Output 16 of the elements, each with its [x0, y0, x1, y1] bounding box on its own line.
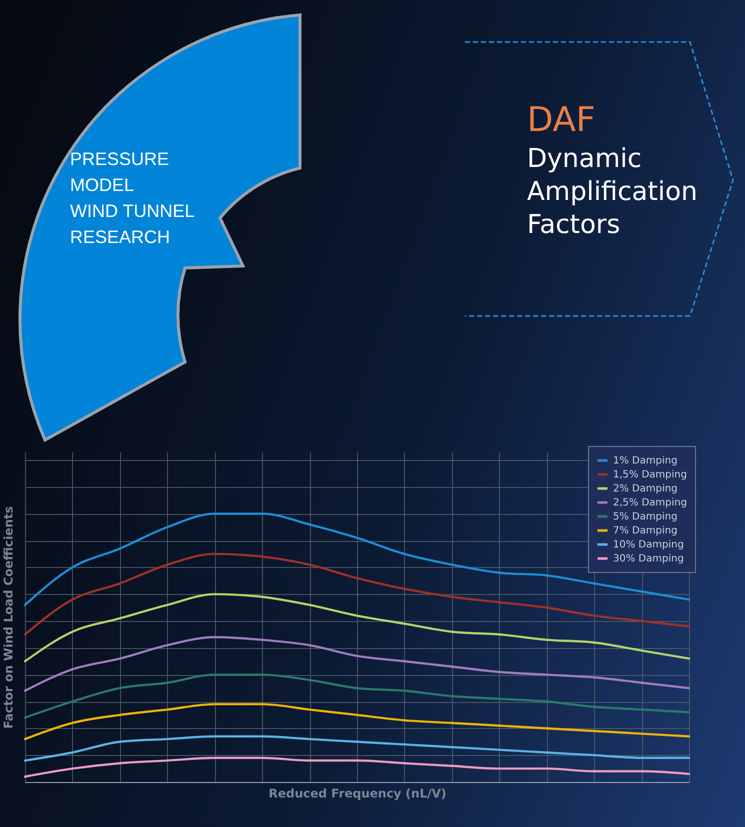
legend-label: 2,5% Damping [613, 498, 687, 508]
x-axis-title: Reduced Frequency (nL/V) [268, 786, 446, 800]
text: PRESSURE [70, 148, 170, 171]
text: RESEARCH [70, 226, 172, 249]
legend-label: 30% Damping [613, 554, 684, 564]
text: WIND TUNNEL [70, 200, 196, 223]
legend-label: 10% Damping [613, 540, 684, 550]
y-axis-title: Factor on Wind Load Coefficients [2, 506, 16, 729]
chart-subtitle: Dynamic Amplification Factors [527, 143, 698, 242]
legend-label: 7% Damping [613, 526, 678, 536]
text: MODEL [70, 174, 136, 197]
chart-title: DAF [527, 100, 596, 140]
legend-label: 5% Damping [613, 512, 678, 522]
legend-label: 2% Damping [613, 484, 678, 494]
legend-label: 1,5% Damping [613, 470, 687, 480]
legend-label: 1% Damping [613, 456, 678, 466]
